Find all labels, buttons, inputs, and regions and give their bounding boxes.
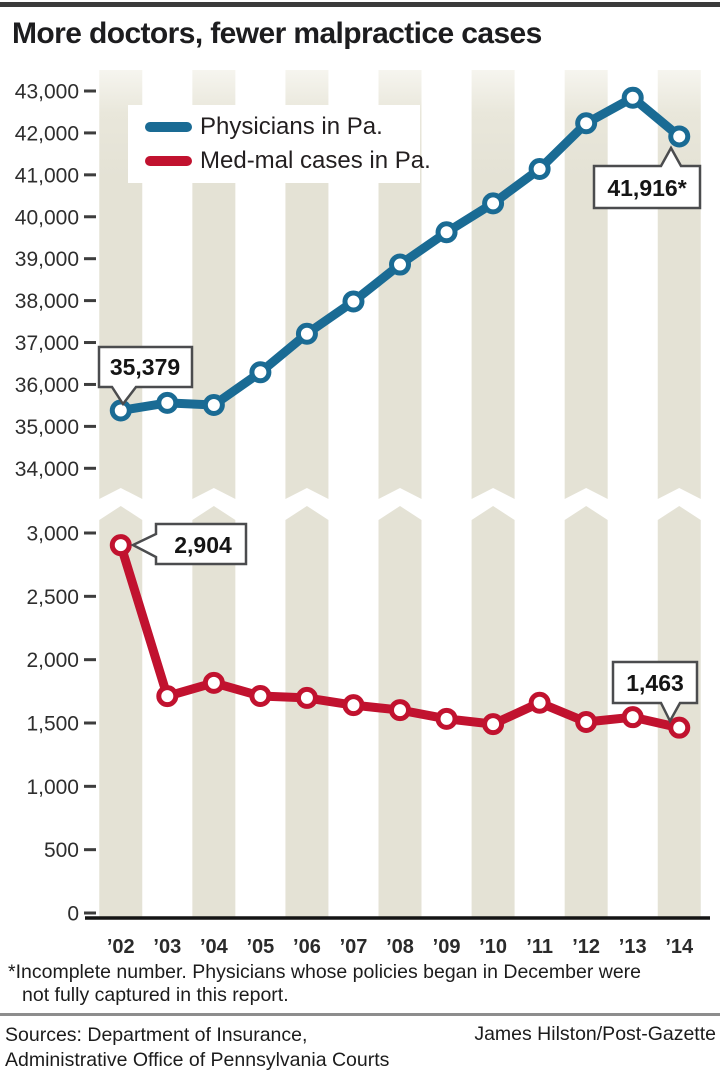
data-point-marker [575,710,598,733]
footnote: *Incomplete number. Physicians whose pol… [8,961,641,1007]
data-point-marker [156,685,179,708]
callout-box [130,522,248,566]
data-point-marker [109,399,132,422]
axis-tick-label: 38,000 [15,290,79,313]
sources-line: Sources: Department of Insurance, [5,1024,308,1046]
data-point-marker [295,686,318,709]
axis-tick-label: 3,000 [26,523,79,546]
data-point-marker [575,112,598,135]
legend-item-medmal: Med-mal cases in Pa. [128,147,431,174]
data-point-marker [109,534,132,557]
data-point-marker [156,391,179,414]
callout-value: 1,463 [626,670,684,696]
axis-tick-label: 42,000 [15,122,79,145]
sources: Sources: Department of Insurance, Admini… [5,1023,389,1073]
data-point-marker [482,192,505,215]
background-stripe-bottom [192,506,236,917]
background-stripe-bottom [657,506,701,917]
sources-line: Administrative Office of Pennsylvania Co… [5,1049,390,1071]
x-axis-label: ’14 [665,936,694,958]
physicians-swatch [145,122,192,132]
x-axis-label: ’06 [293,936,321,958]
axis-tick-label: 0 [67,903,79,926]
callout-value: 41,916* [607,175,686,201]
footnote-line: not fully captured in this report. [22,984,289,1006]
data-point-marker [249,685,272,708]
x-axis-label: ’02 [107,936,135,958]
data-point-marker [668,716,691,739]
axis-tick-label: 37,000 [15,332,79,355]
data-point-marker [389,253,412,276]
chart-title: More doctors, fewer malpractice cases [12,17,542,50]
background-stripe-top [471,70,515,499]
axis-tick-label: 35,000 [15,416,79,439]
axis-tick-label: 36,000 [15,374,79,397]
legend-label: Physicians in Pa. [200,113,383,140]
data-point-marker [528,691,551,714]
axis-tick-label: 40,000 [15,206,79,229]
credit: James Hilston/Post-Gazette [474,1023,716,1045]
callout-box [592,145,702,210]
footer-divider [0,1013,720,1016]
callout-box [611,660,699,724]
x-axis-label: ’08 [386,936,414,958]
data-point-marker [621,86,644,109]
x-axis-label: ’03 [153,936,181,958]
legend-item-physicians: Physicians in Pa. [128,113,420,140]
data-point-marker [482,713,505,736]
x-axis-label: ’11 [526,936,553,958]
data-point-marker [342,290,365,313]
data-point-marker [202,671,225,694]
x-axis-label: ’04 [200,936,229,958]
background-stripe-bottom [99,506,143,917]
data-point-marker [249,361,272,384]
background-stripe-bottom [471,506,515,917]
axis-tick-label: 43,000 [15,81,79,104]
x-axis-label: ’13 [619,936,647,958]
legend: Physicians in Pa. Med-mal cases in Pa. [128,105,431,183]
axis-tick-label: 1,500 [26,713,79,736]
data-point-marker [295,322,318,345]
axis-tick-label: 1,000 [26,776,79,799]
axis-tick-label: 2,000 [26,649,79,672]
axis-tick-label: 34,000 [15,458,79,481]
x-axis-label: ’10 [479,936,507,958]
top-rule [0,2,720,7]
data-point-marker [528,157,551,180]
data-point-marker [202,393,225,416]
data-point-marker [389,699,412,722]
data-point-marker [435,221,458,244]
axis-tick-label: 500 [44,839,79,862]
data-point-marker [435,707,458,730]
x-axis-label: ’05 [246,936,274,958]
axis-tick-label: 41,000 [15,164,79,187]
data-point-marker [621,706,644,729]
callout-box [97,345,194,407]
data-point-marker [342,694,365,717]
medmal-swatch [145,156,192,166]
data-point-marker [668,125,691,148]
background-stripe-bottom [285,506,329,917]
x-axis-label: ’07 [340,936,368,958]
callout-value: 35,379 [110,354,180,380]
legend-label: Med-mal cases in Pa. [200,147,431,174]
footnote-line: *Incomplete number. Physicians whose pol… [8,961,641,983]
callout-value: 2,904 [174,532,232,558]
axis-tick-label: 2,500 [26,586,79,609]
x-axis-label: ’12 [572,936,600,958]
x-axis-label: ’09 [433,936,461,958]
axis-tick-label: 39,000 [15,248,79,271]
